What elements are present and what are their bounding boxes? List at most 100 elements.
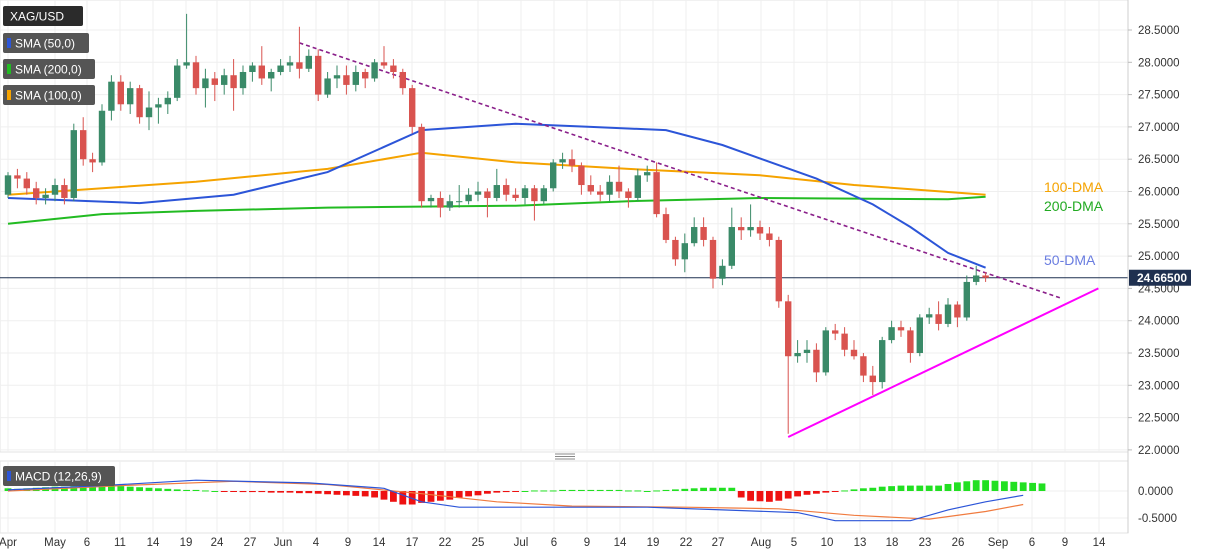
macd-histogram-bar xyxy=(296,491,303,494)
x-tick-label: 14 xyxy=(614,537,627,549)
candle-down xyxy=(860,356,867,376)
macd-panel xyxy=(4,479,1046,522)
resistance-trendline xyxy=(299,42,1062,299)
y-tick-label: 26.0000 xyxy=(1138,187,1180,199)
x-tick-label: 4 xyxy=(313,537,320,549)
macd-histogram-bar xyxy=(1001,481,1008,491)
candle-up xyxy=(681,243,688,260)
candle-down xyxy=(362,71,369,79)
candle-up xyxy=(145,107,153,118)
candle-up xyxy=(164,97,171,105)
candle-up xyxy=(634,175,641,198)
macd-histogram-bar xyxy=(578,489,585,491)
macd-histogram-bar xyxy=(587,489,595,491)
macd-histogram-bar xyxy=(361,491,369,497)
macd-histogram-bar xyxy=(954,482,961,491)
x-tick-label: 11 xyxy=(114,537,126,549)
sma100-tag[interactable] xyxy=(3,85,95,105)
macd-histogram-bar xyxy=(126,486,134,491)
candle-down xyxy=(954,304,961,318)
sma200-tag-label: SMA (200,0) xyxy=(15,63,82,77)
macd-histogram-bar xyxy=(249,491,256,493)
macd-histogram-bar xyxy=(484,491,491,494)
candle-down xyxy=(230,75,237,89)
y-tick-label: 23.5000 xyxy=(1138,348,1180,360)
candle-up xyxy=(888,327,895,341)
macd-histogram-bar xyxy=(418,491,425,503)
candle-down xyxy=(615,181,623,192)
dma200-label: 200-DMA xyxy=(1044,198,1104,214)
macd-y-tick-label: 0.0000 xyxy=(1138,486,1173,498)
macd-histogram-bar xyxy=(747,491,754,501)
candle-up xyxy=(944,304,952,324)
candle-down xyxy=(258,65,265,79)
macd-histogram-bar xyxy=(136,487,143,491)
x-tick-label: 10 xyxy=(821,537,834,549)
macd-histogram-bar xyxy=(709,487,717,491)
candle-down xyxy=(832,330,839,334)
sma200-tag[interactable] xyxy=(3,59,95,79)
candle-up xyxy=(973,275,980,282)
macd-histogram-bar xyxy=(681,488,689,491)
candle-up xyxy=(427,197,435,202)
macd-histogram-bar xyxy=(474,491,482,496)
y-tick-label: 27.0000 xyxy=(1138,122,1180,134)
candle-up xyxy=(465,194,472,202)
x-tick-label: 14 xyxy=(147,537,160,549)
last-price-badge xyxy=(1129,269,1191,286)
macd-histogram-bar xyxy=(202,490,209,492)
candle-up xyxy=(202,78,209,89)
candle-up xyxy=(747,227,754,231)
macd-histogram-bar xyxy=(559,489,566,491)
macd-histogram-bar xyxy=(831,491,839,492)
last-price-value: 24.66500 xyxy=(1137,271,1187,285)
x-tick-label: 6 xyxy=(551,537,557,549)
candle-down xyxy=(89,159,96,163)
macd-histogram-bar xyxy=(230,491,237,492)
macd-tag-label: MACD (12,26,9) xyxy=(15,470,102,484)
candle-up xyxy=(719,265,726,279)
candle-down xyxy=(512,194,519,198)
macd-histogram-bar xyxy=(737,491,745,498)
candle-down xyxy=(409,88,416,127)
candle-up xyxy=(286,62,294,66)
y-tick-label: 22.0000 xyxy=(1138,445,1180,457)
macd-tag[interactable] xyxy=(3,466,115,486)
candle-up xyxy=(108,81,115,111)
macd-histogram-bar xyxy=(756,491,764,502)
macd-histogram-bar xyxy=(625,490,632,492)
x-tick-label: Aug xyxy=(751,537,771,549)
candle-up xyxy=(728,227,735,266)
panel-resize-handle[interactable] xyxy=(555,453,575,460)
candle-up xyxy=(333,75,341,79)
sma50-tag[interactable] xyxy=(3,33,89,53)
y-tick-label: 23.0000 xyxy=(1138,380,1180,392)
candle-down xyxy=(503,185,510,195)
candle-up xyxy=(155,104,162,108)
candle-up xyxy=(183,62,190,66)
x-tick-label: 14 xyxy=(373,537,386,549)
macd-histogram-bar xyxy=(324,491,331,495)
x-tick-label: 5 xyxy=(791,537,797,549)
candle-up xyxy=(691,227,698,244)
macd-y-tick-label: -0.5000 xyxy=(1138,513,1177,525)
macd-histogram-bar xyxy=(803,491,811,495)
candle-up xyxy=(794,353,801,357)
candle-down xyxy=(484,191,491,198)
candle-up xyxy=(540,188,547,202)
x-tick-label: Jun xyxy=(274,537,293,549)
macd-histogram-bar xyxy=(662,489,670,491)
candle-down xyxy=(625,191,632,198)
macd-histogram-bar xyxy=(916,485,924,491)
macd-histogram-bar xyxy=(427,491,435,502)
sma200-line xyxy=(7,195,986,225)
x-tick-label: 18 xyxy=(886,537,899,549)
x-tick-label: 19 xyxy=(647,537,660,549)
candle-up xyxy=(305,55,312,69)
macd-histogram-bar xyxy=(502,491,510,493)
candle-up xyxy=(221,75,228,85)
candle-up xyxy=(127,88,134,105)
y-tick-label: 28.5000 xyxy=(1138,25,1180,37)
macd-histogram-bar xyxy=(79,485,87,491)
macd-histogram-bar xyxy=(540,490,548,492)
